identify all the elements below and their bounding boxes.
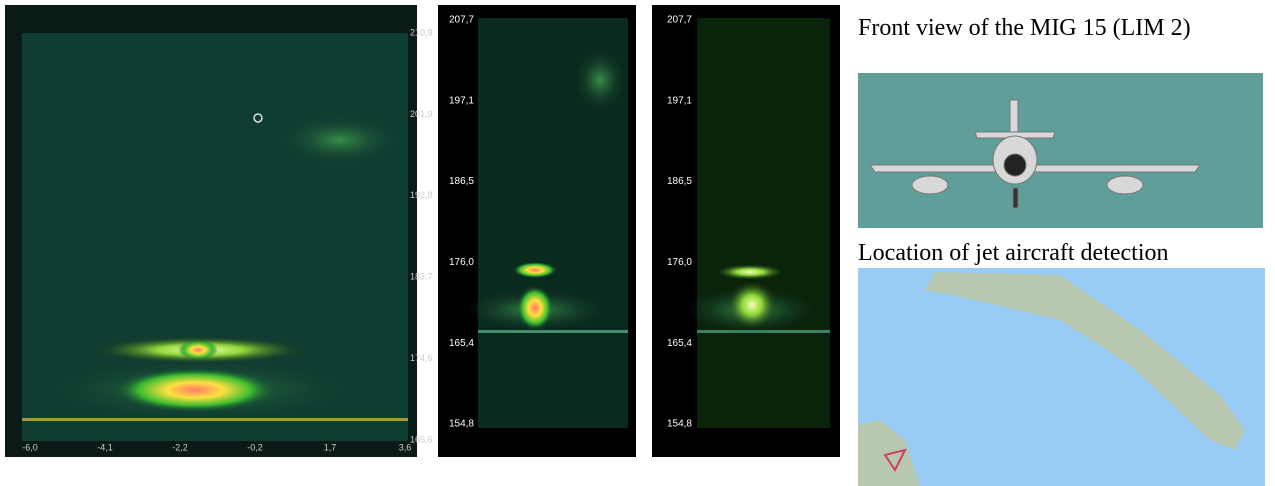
x-tick-label: 2,1 [787, 461, 801, 472]
echo [575, 50, 625, 110]
caption: Location of jet aircraft detection [858, 240, 1169, 266]
band [697, 330, 830, 333]
band [478, 330, 628, 333]
caption: Front view of the MIG 15 (LIM 2) [858, 15, 1191, 41]
x-tick-label: -4,1 [97, 442, 113, 452]
y-tick-label: 154,8 [667, 419, 692, 430]
y-tick-label: 207,7 [449, 15, 474, 26]
y-tick-label: 201,9 [410, 109, 433, 119]
land [925, 272, 1245, 450]
x-tick-label: -0,2 [247, 442, 263, 452]
band [22, 418, 408, 421]
echo [715, 264, 785, 280]
x-tick-label: 2,1 [583, 461, 597, 472]
y-tick-label: 197,1 [449, 95, 474, 106]
y-tick-label: 176,0 [667, 257, 692, 268]
echo [517, 286, 553, 330]
y-tick-label: 186,5 [449, 176, 474, 187]
y-tick-label: 197,1 [667, 95, 692, 106]
x-tick-label: 4,6 [819, 461, 833, 472]
y-tick-label: 192,8 [410, 190, 433, 200]
echo [280, 115, 400, 165]
x-tick-label: -2,2 [172, 442, 188, 452]
y-tick-label: 165,4 [667, 338, 692, 349]
x-tick-label: 4,6 [619, 461, 633, 472]
detection-marker [883, 448, 907, 472]
echo [513, 262, 557, 278]
x-tick-label: -3,0 [721, 461, 739, 472]
x-tick-label: -0,4 [753, 461, 771, 472]
x-tick-label: 3,6 [399, 442, 412, 452]
aircraft [869, 99, 1201, 209]
x-tick-label: -3,0 [509, 461, 527, 472]
y-tick-label: 165,4 [449, 338, 474, 349]
echo [115, 368, 275, 412]
y-tick-label: 183,7 [410, 272, 433, 282]
x-tick-label: -5,5 [688, 461, 706, 472]
x-tick-label: -5,5 [473, 461, 491, 472]
echo [727, 280, 777, 330]
y-tick-label: 174,6 [410, 353, 433, 363]
x-tick-label: -0,4 [545, 461, 563, 472]
spectrogram [697, 18, 830, 428]
y-tick-label: 165,6 [410, 434, 433, 444]
x-tick-label: 1,7 [324, 442, 337, 452]
aircraft-image [858, 73, 1263, 228]
y-tick-label: 210,9 [410, 27, 433, 37]
y-tick-label: 207,7 [667, 15, 692, 26]
marker [253, 113, 263, 123]
x-tick-label: -6,0 [22, 442, 38, 452]
y-tick-label: 154,8 [449, 419, 474, 430]
echo [178, 340, 218, 360]
y-tick-label: 186,5 [667, 176, 692, 187]
y-tick-label: 176,0 [449, 257, 474, 268]
